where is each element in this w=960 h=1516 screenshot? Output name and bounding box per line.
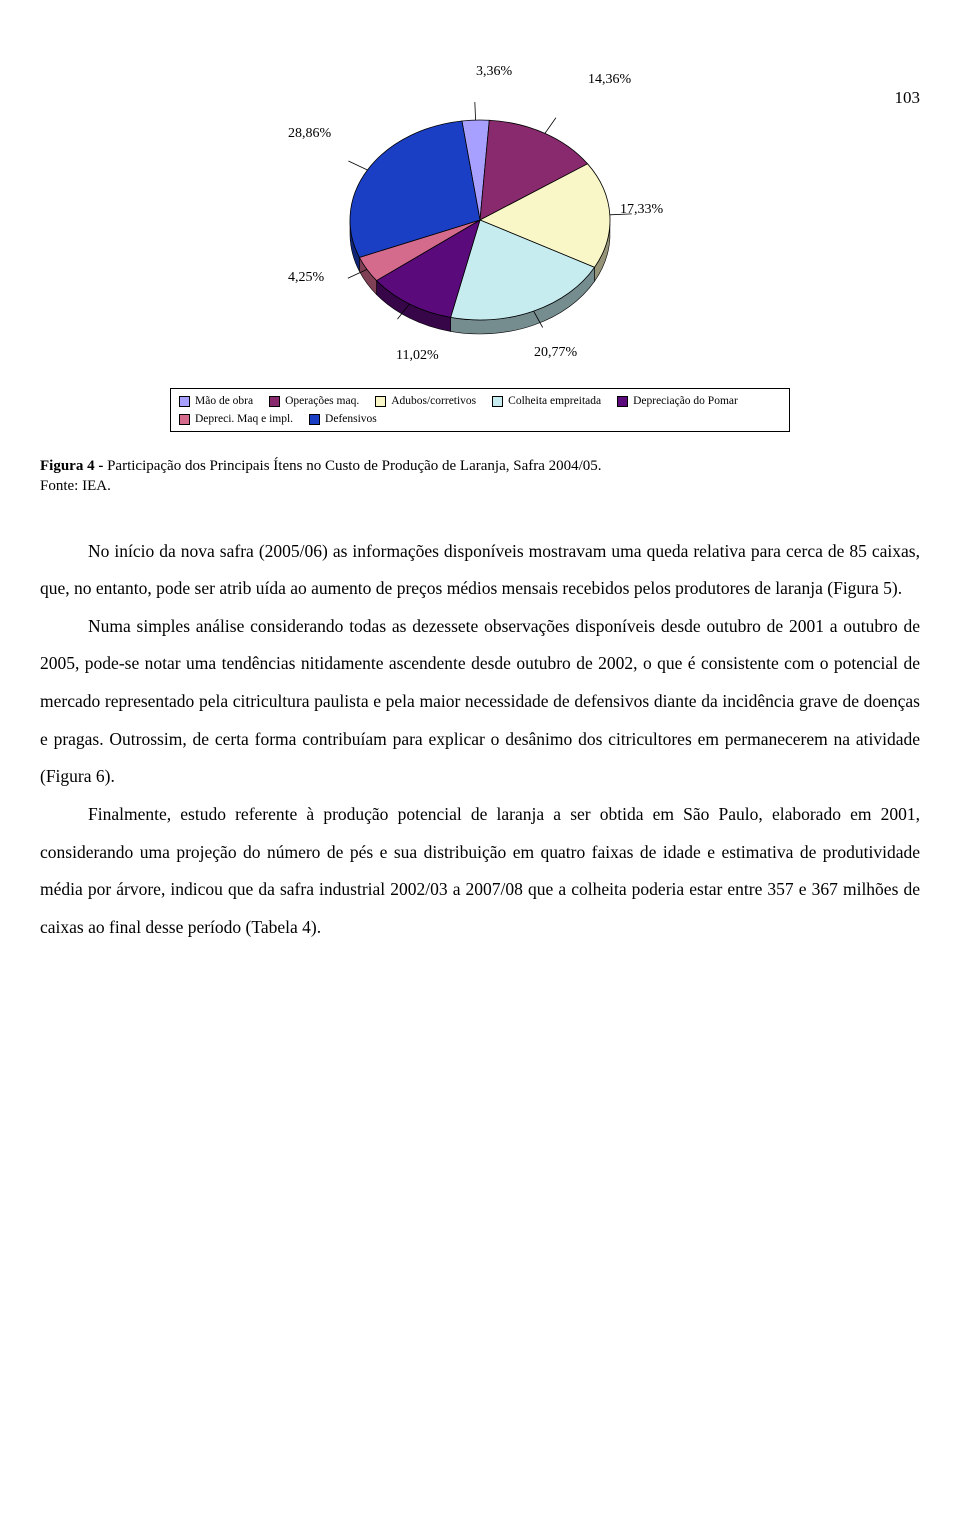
pie-label: 4,25% (288, 270, 324, 286)
body-text: No início da nova safra (2005/06) as inf… (40, 533, 920, 947)
legend-label: Adubos/corretivos (391, 395, 476, 407)
pie-label: 14,36% (588, 72, 631, 88)
legend-swatch (375, 396, 386, 407)
figure-caption: Figura 4 - Participação dos Principais Í… (40, 456, 920, 497)
caption-text: Participação dos Principais Ítens no Cus… (107, 458, 601, 474)
paragraph: Numa simples análise considerando todas … (40, 608, 920, 796)
pie-label: 3,36% (476, 64, 512, 80)
paragraph: No início da nova safra (2005/06) as inf… (40, 533, 920, 608)
legend-item: Operações maq. (269, 395, 359, 407)
legend-item: Colheita empreitada (492, 395, 601, 407)
legend-swatch (269, 396, 280, 407)
page-number: 103 (895, 88, 921, 108)
legend-label: Depreciação do Pomar (633, 395, 738, 407)
caption-source: Fonte: IEA. (40, 478, 111, 494)
pie-label: 17,33% (620, 202, 663, 218)
legend-item: Depreci. Maq e impl. (179, 413, 293, 425)
pie-chart: 3,36%14,36%17,33%20,77%11,02%4,25%28,86%… (170, 70, 790, 432)
legend-swatch (617, 396, 628, 407)
pie-wrap: 3,36%14,36%17,33%20,77%11,02%4,25%28,86% (290, 70, 670, 370)
pie-svg (290, 70, 670, 370)
legend-swatch (179, 414, 190, 425)
legend-label: Defensivos (325, 413, 377, 425)
caption-bold: Figura 4 - (40, 458, 107, 474)
pie-label: 20,77% (534, 345, 577, 361)
legend-label: Mão de obra (195, 395, 253, 407)
legend-swatch (309, 414, 320, 425)
legend-item: Mão de obra (179, 395, 253, 407)
legend-swatch (492, 396, 503, 407)
legend-swatch (179, 396, 190, 407)
legend-item: Depreciação do Pomar (617, 395, 738, 407)
paragraph: Finalmente, estudo referente à produção … (40, 796, 920, 947)
chart-legend: Mão de obra Operações maq. Adubos/corretiv… (170, 388, 790, 432)
legend-label: Colheita empreitada (508, 395, 601, 407)
legend-label: Operações maq. (285, 395, 359, 407)
legend-item: Adubos/corretivos (375, 395, 476, 407)
pie-label: 28,86% (288, 126, 331, 142)
pie-label: 11,02% (396, 348, 439, 364)
legend-label: Depreci. Maq e impl. (195, 413, 293, 425)
legend-item: Defensivos (309, 413, 377, 425)
